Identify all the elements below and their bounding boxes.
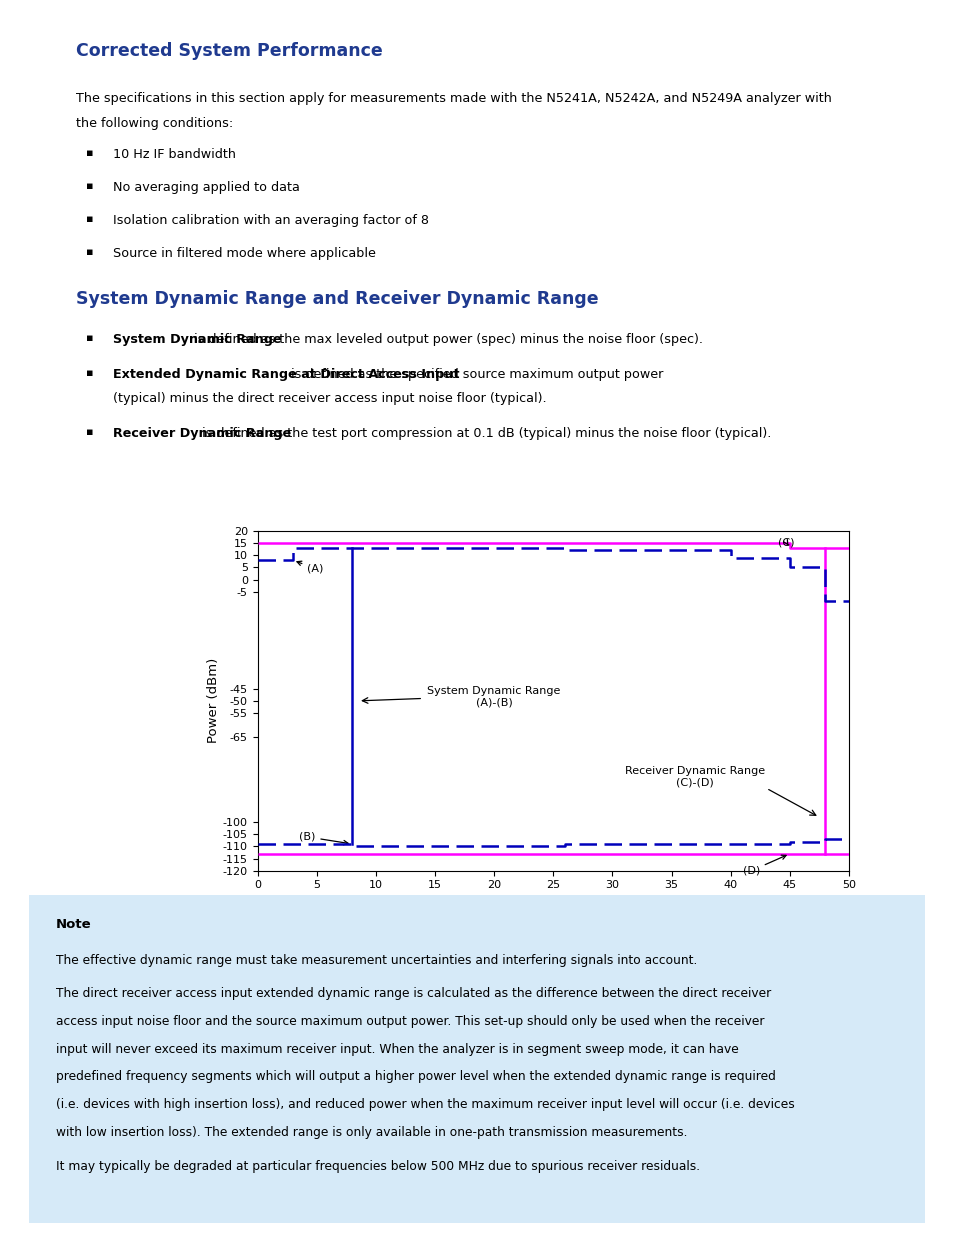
Text: Corrected System Performance: Corrected System Performance xyxy=(76,42,383,59)
Text: is defined as the specified source maximum output power: is defined as the specified source maxim… xyxy=(287,368,662,380)
X-axis label: Frequency (GHz): Frequency (GHz) xyxy=(497,895,608,909)
Text: ▪: ▪ xyxy=(86,214,93,224)
Text: predefined frequency segments which will output a higher power level when the ex: predefined frequency segments which will… xyxy=(55,1071,775,1083)
FancyBboxPatch shape xyxy=(29,895,924,1223)
Text: (B): (B) xyxy=(298,832,348,845)
Text: ▪: ▪ xyxy=(86,247,93,257)
Text: The specifications in this section apply for measurements made with the N5241A, : The specifications in this section apply… xyxy=(76,93,831,105)
Text: (D): (D) xyxy=(741,855,785,876)
Text: (i.e. devices with high insertion loss), and reduced power when the maximum rece: (i.e. devices with high insertion loss),… xyxy=(55,1098,794,1112)
Text: (typical) minus the direct receiver access input noise floor (typical).: (typical) minus the direct receiver acce… xyxy=(112,393,546,405)
Text: is defined as the max leveled output power (spec) minus the noise floor (spec).: is defined as the max leveled output pow… xyxy=(190,332,702,346)
Text: with low insertion loss). The extended range is only available in one-path trans: with low insertion loss). The extended r… xyxy=(55,1126,686,1139)
Text: Isolation calibration with an averaging factor of 8: Isolation calibration with an averaging … xyxy=(112,214,428,227)
Text: Receiver Dynamic Range: Receiver Dynamic Range xyxy=(112,427,291,441)
Text: 10 Hz IF bandwidth: 10 Hz IF bandwidth xyxy=(112,148,235,161)
Text: ▪: ▪ xyxy=(86,332,93,342)
Text: input will never exceed its maximum receiver input. When the analyzer is in segm: input will never exceed its maximum rece… xyxy=(55,1042,738,1056)
Text: System Dynamic Range
(A)-(B): System Dynamic Range (A)-(B) xyxy=(427,687,560,708)
Text: It may typically be degraded at particular frequencies below 500 MHz due to spur: It may typically be degraded at particul… xyxy=(55,1161,699,1173)
Text: System Dynamic Range: System Dynamic Range xyxy=(112,332,281,346)
Text: ▪: ▪ xyxy=(86,427,93,437)
Text: (C): (C) xyxy=(778,537,794,547)
Text: The direct receiver access input extended dynamic range is calculated as the dif: The direct receiver access input extende… xyxy=(55,987,770,1000)
Text: No averaging applied to data: No averaging applied to data xyxy=(112,182,299,194)
Text: Source in filtered mode where applicable: Source in filtered mode where applicable xyxy=(112,247,375,259)
Text: (A): (A) xyxy=(296,561,323,574)
Text: Receiver Dynamic Range
(C)-(D): Receiver Dynamic Range (C)-(D) xyxy=(624,767,764,788)
Text: ▪: ▪ xyxy=(86,182,93,191)
Text: Extended Dynamic Range at Direct Access Input: Extended Dynamic Range at Direct Access … xyxy=(112,368,458,380)
Text: access input noise floor and the source maximum output power. This set-up should: access input noise floor and the source … xyxy=(55,1015,763,1028)
Text: ▪: ▪ xyxy=(86,368,93,378)
Text: System Dynamic Range and Receiver Dynamic Range: System Dynamic Range and Receiver Dynami… xyxy=(76,289,598,308)
Text: Note: Note xyxy=(55,919,91,931)
Y-axis label: Power (dBm): Power (dBm) xyxy=(207,658,220,743)
Text: the following conditions:: the following conditions: xyxy=(76,116,233,130)
Text: The effective dynamic range must take measurement uncertainties and interfering : The effective dynamic range must take me… xyxy=(55,955,697,967)
Text: ▪: ▪ xyxy=(86,148,93,158)
Text: is defined as the test port compression at 0.1 dB (typical) minus the noise floo: is defined as the test port compression … xyxy=(197,427,770,441)
